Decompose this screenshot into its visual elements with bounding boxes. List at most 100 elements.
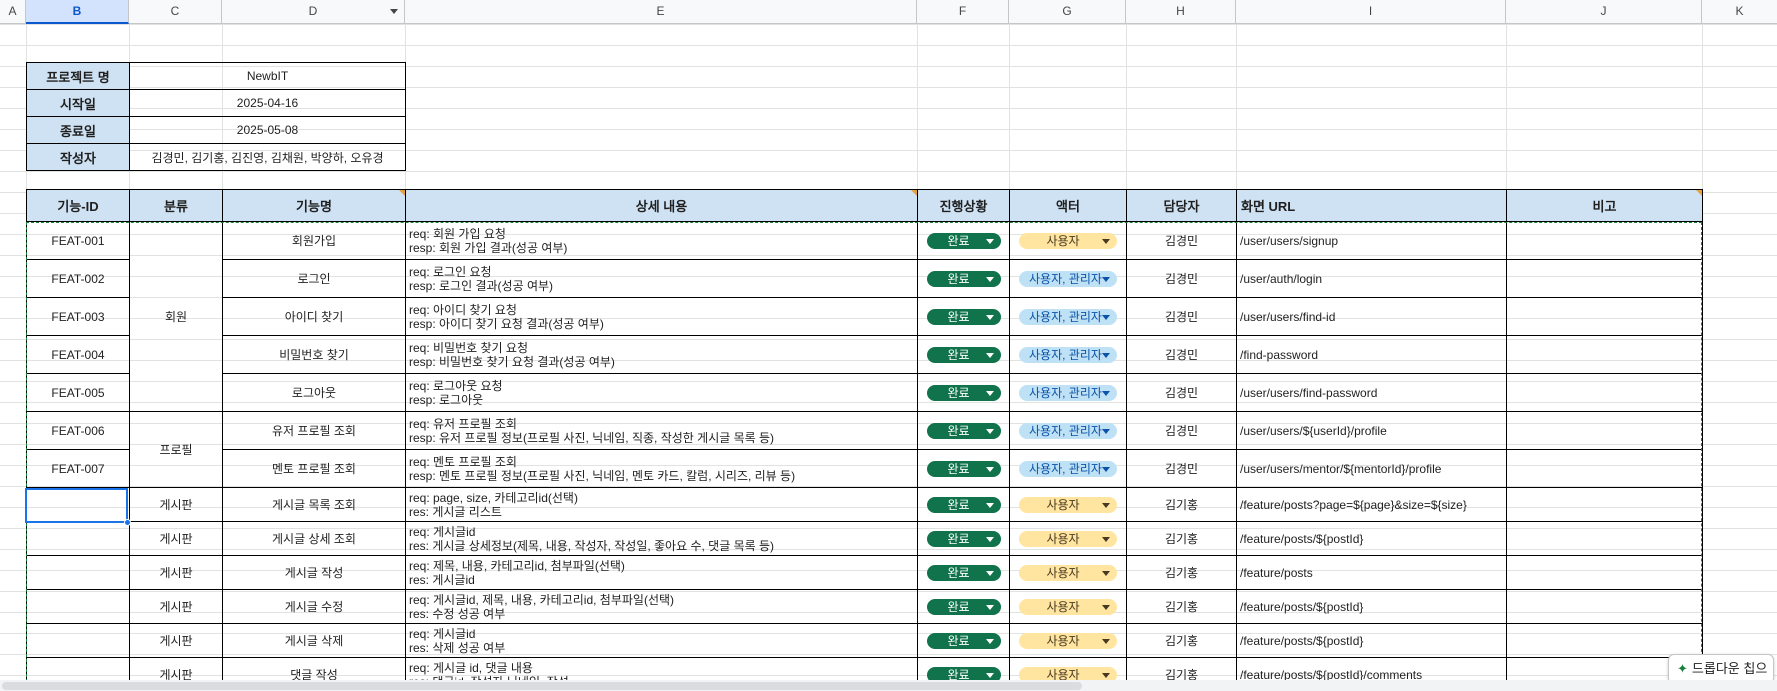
feature-id-cell[interactable] bbox=[26, 555, 130, 590]
detail-cell[interactable]: req: 회원 가입 요청 resp: 회원 가입 결과(성공 여부) bbox=[405, 221, 918, 260]
detail-cell[interactable]: req: page, size, 카테고리id(선택) res: 게시글 리스트 bbox=[405, 487, 918, 522]
header-feature-name[interactable]: 기능명 bbox=[222, 189, 406, 222]
owner-cell[interactable]: 김경민 bbox=[1126, 411, 1237, 450]
status-dropdown-chip[interactable]: 완료 bbox=[926, 564, 1001, 581]
chevron-down-icon[interactable] bbox=[985, 352, 994, 358]
chevron-down-icon[interactable] bbox=[390, 9, 398, 14]
actor-dropdown-chip[interactable]: 사용자, 관리자 bbox=[1019, 460, 1117, 477]
chevron-down-icon[interactable] bbox=[1102, 276, 1110, 282]
url-cell[interactable]: /user/users/find-id bbox=[1236, 297, 1507, 336]
header-actor[interactable]: 액터 bbox=[1009, 189, 1127, 222]
actor-dropdown-chip[interactable]: 사용자, 관리자 bbox=[1019, 384, 1117, 401]
detail-cell[interactable]: req: 로그인 요청 resp: 로그인 결과(성공 여부) bbox=[405, 259, 918, 298]
feature-name-cell[interactable]: 로그인 bbox=[222, 259, 406, 298]
status-dropdown-chip[interactable]: 완료 bbox=[926, 496, 1001, 513]
feature-id-cell[interactable] bbox=[26, 487, 130, 522]
url-cell[interactable]: /feature/posts/${postId} bbox=[1236, 521, 1507, 556]
url-cell[interactable]: /feature/posts?page=${page}&size=${size} bbox=[1236, 487, 1507, 522]
category-cell[interactable]: 게시판 bbox=[129, 589, 223, 624]
info-label[interactable]: 종료일 bbox=[26, 116, 130, 144]
chevron-down-icon[interactable] bbox=[1102, 466, 1110, 472]
feature-id-cell[interactable]: FEAT-002 bbox=[26, 259, 130, 298]
status-dropdown-chip[interactable]: 완료 bbox=[926, 384, 1001, 401]
actor-dropdown-chip[interactable]: 사용자, 관리자 bbox=[1019, 270, 1117, 287]
info-label[interactable]: 프로젝트 명 bbox=[26, 62, 130, 90]
actor-cell[interactable]: 사용자, 관리자 bbox=[1009, 297, 1127, 336]
column-header-f[interactable]: F bbox=[917, 0, 1009, 24]
chevron-down-icon[interactable] bbox=[985, 238, 994, 244]
note-cell[interactable] bbox=[1506, 297, 1703, 336]
owner-cell[interactable]: 김기홍 bbox=[1126, 521, 1237, 556]
actor-dropdown-chip[interactable]: 사용자, 관리자 bbox=[1019, 308, 1117, 325]
note-cell[interactable] bbox=[1506, 521, 1703, 556]
note-cell[interactable] bbox=[1506, 335, 1703, 374]
note-cell[interactable] bbox=[1506, 373, 1703, 412]
note-cell[interactable] bbox=[1506, 221, 1703, 260]
owner-cell[interactable]: 김기홍 bbox=[1126, 623, 1237, 658]
header-feature-id[interactable]: 기능-ID bbox=[26, 189, 130, 222]
feature-id-cell[interactable]: FEAT-003 bbox=[26, 297, 130, 336]
chevron-down-icon[interactable] bbox=[1102, 536, 1110, 542]
detail-cell[interactable]: req: 게시글id res: 삭제 성공 여부 bbox=[405, 623, 918, 658]
chevron-down-icon[interactable] bbox=[1102, 352, 1110, 358]
url-cell[interactable]: /feature/posts/${postId} bbox=[1236, 589, 1507, 624]
column-header-d[interactable]: D bbox=[222, 0, 405, 24]
status-cell[interactable]: 완료 bbox=[917, 297, 1010, 336]
category-cell[interactable]: 게시판 bbox=[129, 623, 223, 658]
column-header-b[interactable]: B bbox=[26, 0, 129, 24]
header-status[interactable]: 진행상황 bbox=[917, 189, 1010, 222]
actor-dropdown-chip[interactable]: 사용자 bbox=[1019, 496, 1117, 513]
column-header-g[interactable]: G bbox=[1009, 0, 1126, 24]
status-dropdown-chip[interactable]: 완료 bbox=[926, 346, 1001, 363]
column-header-c[interactable]: C bbox=[129, 0, 222, 24]
note-cell[interactable] bbox=[1506, 487, 1703, 522]
header-category[interactable]: 분류 bbox=[129, 189, 223, 222]
actor-cell[interactable]: 사용자, 관리자 bbox=[1009, 259, 1127, 298]
url-cell[interactable]: /user/users/mentor/${mentorId}/profile bbox=[1236, 449, 1507, 488]
owner-cell[interactable]: 김경민 bbox=[1126, 335, 1237, 374]
note-cell[interactable] bbox=[1506, 555, 1703, 590]
chevron-down-icon[interactable] bbox=[985, 466, 994, 472]
url-cell[interactable]: /feature/posts/${postId} bbox=[1236, 623, 1507, 658]
actor-cell[interactable]: 사용자 bbox=[1009, 487, 1127, 522]
category-cell[interactable]: 게시판 bbox=[129, 521, 223, 556]
actor-cell[interactable]: 사용자 bbox=[1009, 521, 1127, 556]
chevron-down-icon[interactable] bbox=[1102, 604, 1110, 610]
feature-name-cell[interactable]: 게시글 상세 조회 bbox=[222, 521, 406, 556]
feature-name-cell[interactable]: 아이디 찾기 bbox=[222, 297, 406, 336]
url-cell[interactable]: /user/users/${userId}/profile bbox=[1236, 411, 1507, 450]
owner-cell[interactable]: 김경민 bbox=[1126, 449, 1237, 488]
status-dropdown-chip[interactable]: 완료 bbox=[926, 598, 1001, 615]
feature-name-cell[interactable]: 게시글 삭제 bbox=[222, 623, 406, 658]
owner-cell[interactable]: 김경민 bbox=[1126, 221, 1237, 260]
owner-cell[interactable]: 김기홍 bbox=[1126, 589, 1237, 624]
owner-cell[interactable]: 김경민 bbox=[1126, 259, 1237, 298]
actor-cell[interactable]: 사용자, 관리자 bbox=[1009, 449, 1127, 488]
chevron-down-icon[interactable] bbox=[1102, 638, 1110, 644]
status-cell[interactable]: 완료 bbox=[917, 259, 1010, 298]
chevron-down-icon[interactable] bbox=[1102, 428, 1110, 434]
feature-id-cell[interactable]: FEAT-001 bbox=[26, 221, 130, 260]
status-cell[interactable]: 완료 bbox=[917, 555, 1010, 590]
feature-name-cell[interactable]: 로그아웃 bbox=[222, 373, 406, 412]
url-cell[interactable]: /user/users/find-password bbox=[1236, 373, 1507, 412]
feature-id-cell[interactable]: FEAT-006 bbox=[26, 411, 130, 450]
status-dropdown-chip[interactable]: 완료 bbox=[926, 232, 1001, 249]
actor-cell[interactable]: 사용자 bbox=[1009, 221, 1127, 260]
detail-cell[interactable]: req: 멘토 프로필 조회 resp: 멘토 프로필 정보(프로필 사진, 닉네… bbox=[405, 449, 918, 488]
actor-cell[interactable]: 사용자 bbox=[1009, 555, 1127, 590]
column-header-a[interactable]: A bbox=[0, 0, 26, 24]
status-cell[interactable]: 완료 bbox=[917, 623, 1010, 658]
actor-dropdown-chip[interactable]: 사용자, 관리자 bbox=[1019, 422, 1117, 439]
status-dropdown-chip[interactable]: 완료 bbox=[926, 422, 1001, 439]
chevron-down-icon[interactable] bbox=[985, 276, 994, 282]
header-owner[interactable]: 담당자 bbox=[1126, 189, 1237, 222]
actor-dropdown-chip[interactable]: 사용자, 관리자 bbox=[1019, 346, 1117, 363]
info-value[interactable]: 2025-04-16 bbox=[129, 89, 406, 117]
horizontal-scrollbar-thumb[interactable] bbox=[2, 682, 1082, 690]
owner-cell[interactable]: 김경민 bbox=[1126, 373, 1237, 412]
status-cell[interactable]: 완료 bbox=[917, 373, 1010, 412]
column-header-e[interactable]: E bbox=[405, 0, 917, 24]
chevron-down-icon[interactable] bbox=[1102, 314, 1110, 320]
status-dropdown-chip[interactable]: 완료 bbox=[926, 270, 1001, 287]
